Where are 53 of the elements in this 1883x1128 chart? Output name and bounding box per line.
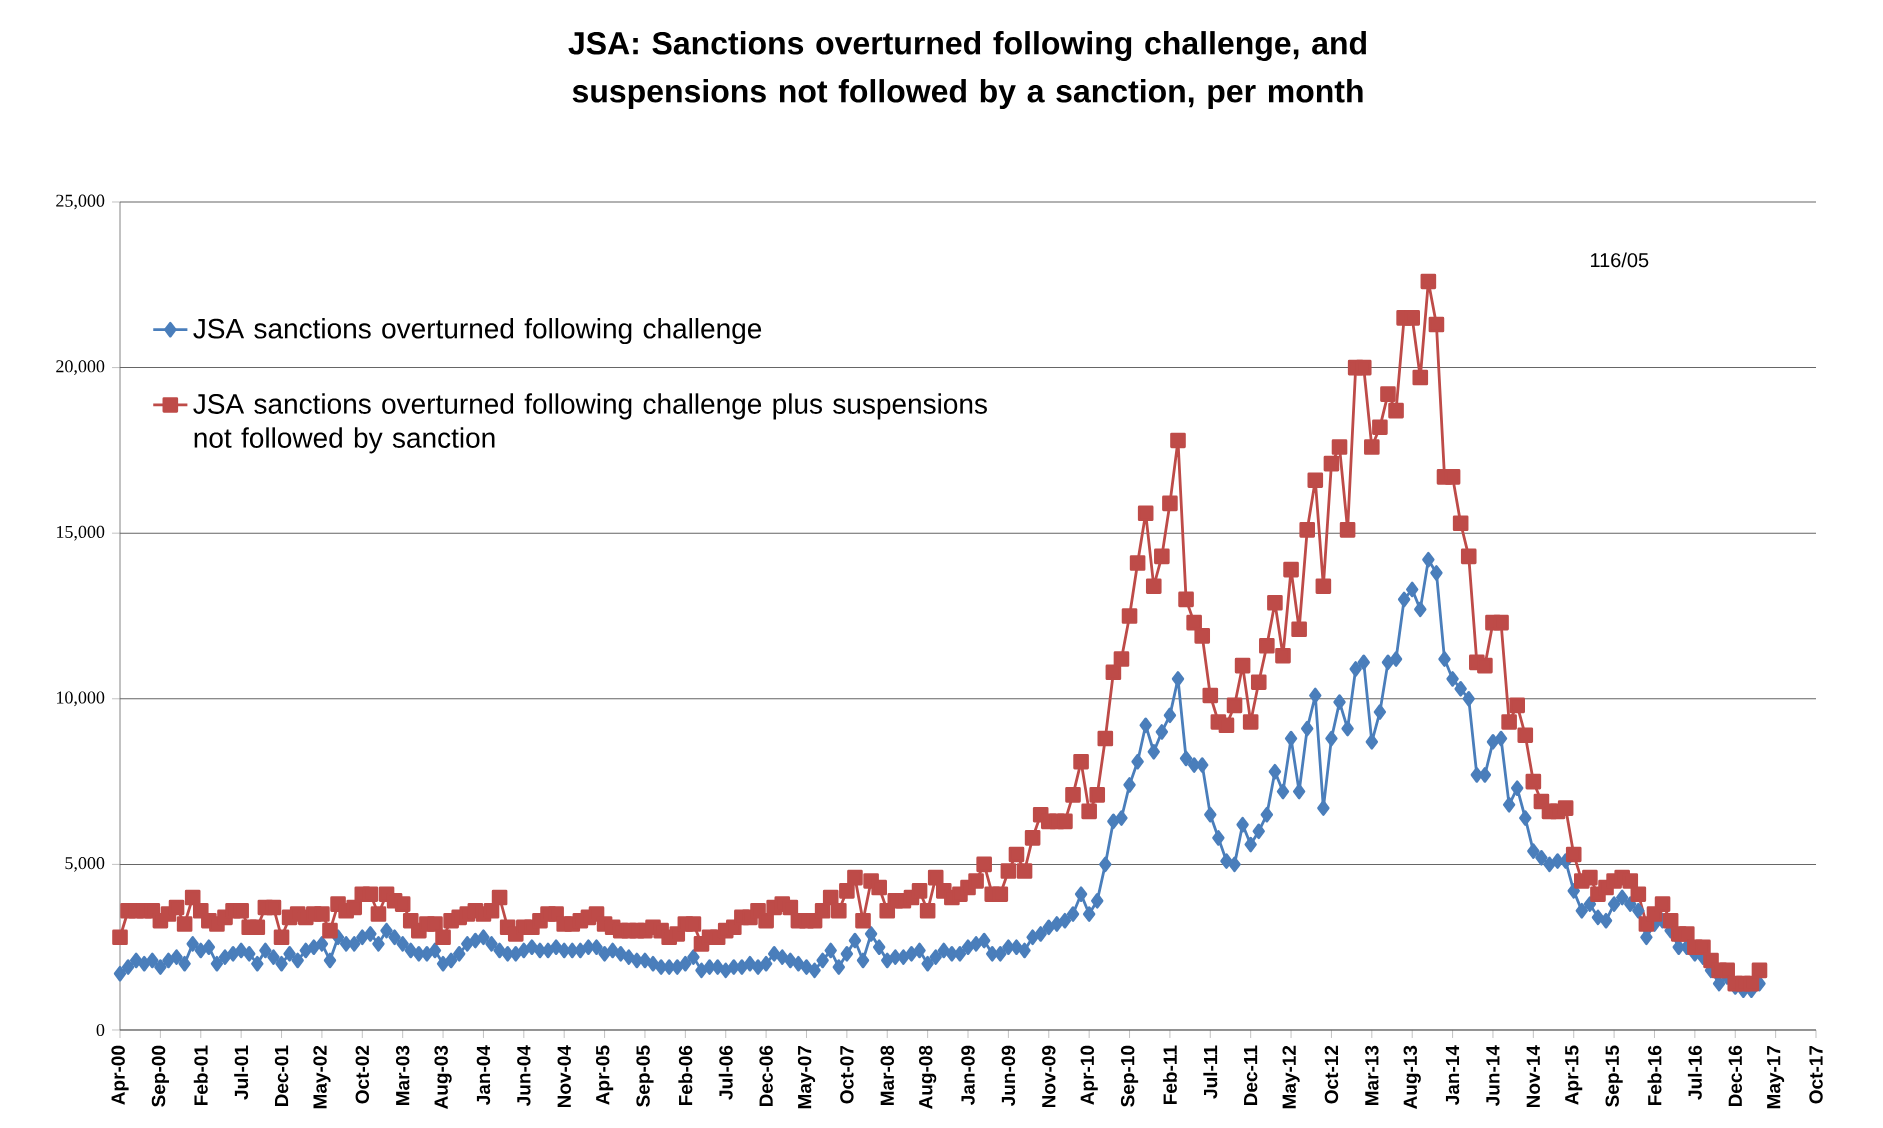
y-tick-label: 5,000 [65, 857, 105, 872]
x-tick-label: May-17 [1767, 1045, 1785, 1109]
legend-label: JSA sanctions overturned following challenge plus suspensions not followed by sanction [193, 393, 987, 454]
x-tick-label: Feb-06 [678, 1045, 693, 1106]
x-tick-label: Nov-14 [1526, 1045, 1540, 1108]
x-tick-label: Apr-05 [595, 1045, 614, 1105]
x-tick-label: Oct-17 [1809, 1045, 1823, 1104]
x-tick-label: Jun-14 [1486, 1045, 1500, 1107]
y-tick-label: 0 [96, 1023, 105, 1037]
x-tick-label: Apr-00 [111, 1045, 129, 1105]
x-tick-label: Jan-04 [476, 1045, 491, 1105]
legend-label: JSA sanctions overturned following challenge [193, 318, 762, 345]
x-tick-label: Mar-08 [880, 1045, 894, 1106]
x-tick-label: Feb-16 [1647, 1045, 1662, 1106]
x-tick-label: Dec-11 [1244, 1045, 1258, 1106]
x-tick-label: Jul-11 [1203, 1045, 1218, 1099]
chart-title: JSA: Sanctions overturned following challenge, and suspensions not followed by a sanction, per month [568, 31, 1366, 109]
x-tick-label: Sep-05 [636, 1045, 654, 1107]
x-tick-label: Oct-12 [1324, 1045, 1339, 1104]
x-tick-label: Jan-09 [961, 1045, 975, 1105]
x-tick-label: Sep-00 [151, 1045, 169, 1107]
x-tick-label: Jul-01 [234, 1045, 249, 1100]
x-tick-label: Jun-09 [1001, 1045, 1016, 1107]
y-tick-label: 20,000 [56, 360, 105, 375]
x-tick-label: Nov-09 [1042, 1045, 1056, 1108]
x-tick-label: Oct-07 [840, 1045, 854, 1104]
y-tick-label: 25,000 [56, 194, 105, 210]
x-tick-label: Aug-13 [1403, 1045, 1421, 1109]
y-tick-label: 10,000 [57, 691, 105, 707]
y-tick-label: 15,000 [57, 525, 105, 541]
x-tick-label: Dec-06 [759, 1045, 773, 1107]
x-tick-label: Jul-16 [1687, 1045, 1702, 1100]
x-tick-label: Mar-13 [1365, 1045, 1379, 1106]
x-tick-label: Aug-03 [434, 1045, 452, 1109]
x-tick-label: Apr-10 [1080, 1045, 1098, 1105]
x-tick-label: May-12 [1282, 1045, 1300, 1109]
x-tick-label: May-07 [797, 1045, 816, 1109]
x-tick-label: Apr-15 [1565, 1045, 1583, 1105]
x-tick-label: Sep-15 [1605, 1045, 1623, 1107]
x-tick-label: Feb-11 [1162, 1045, 1177, 1104]
x-tick-label: Dec-01 [274, 1045, 289, 1107]
annotation: 116/05 [1590, 252, 1649, 268]
x-tick-label: Oct-02 [355, 1045, 370, 1104]
x-tick-label: Sep-10 [1120, 1045, 1139, 1107]
x-tick-label: Jul-06 [718, 1045, 733, 1100]
x-tick-label: Feb-01 [193, 1045, 208, 1106]
x-tick-label: Jan-14 [1445, 1045, 1460, 1105]
x-tick-label: Jun-04 [517, 1045, 531, 1107]
x-tick-label: Mar-03 [395, 1045, 410, 1106]
x-tick-label: Aug-08 [918, 1045, 937, 1109]
x-tick-label: May-02 [313, 1045, 331, 1109]
x-tick-label: Nov-04 [557, 1045, 571, 1108]
x-tick-label: Dec-16 [1728, 1045, 1742, 1107]
